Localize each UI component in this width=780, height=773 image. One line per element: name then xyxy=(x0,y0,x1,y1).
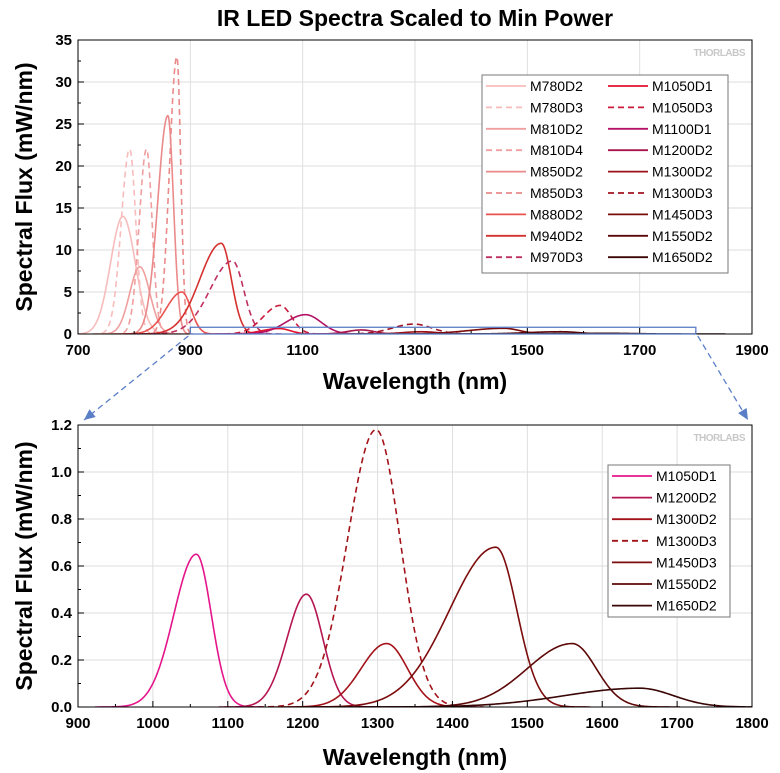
legend-label-m810d2: M810D2 xyxy=(530,121,583,137)
y-tick-label: 0.4 xyxy=(51,605,73,622)
legend-label-m1550d2: M1550D2 xyxy=(656,576,717,592)
y-tick-label: 0.0 xyxy=(51,699,72,716)
legend-label-m1050d3: M1050D3 xyxy=(652,99,713,115)
legend-label-m1300d2: M1300D2 xyxy=(656,511,717,527)
legend-label-m1100d1: M1100D1 xyxy=(652,121,712,137)
legend-label-m940d2: M940D2 xyxy=(530,228,583,244)
legend-label-m850d2: M850D2 xyxy=(530,164,583,180)
y-tick-label: 20 xyxy=(55,158,72,175)
zoom-arrow-line xyxy=(697,335,749,421)
legend-box xyxy=(481,74,729,274)
legend-label-m1650d2: M1650D2 xyxy=(652,249,713,265)
zoom-arrow-head xyxy=(738,407,748,420)
zoom-rectangle xyxy=(189,326,697,335)
x-tick-label: 1800 xyxy=(735,715,768,732)
y-tick-label: 5 xyxy=(64,284,72,301)
legend-label-m1550d2: M1550D2 xyxy=(652,228,713,244)
top-x-axis-title: Wavelength (nm) xyxy=(323,368,507,394)
y-tick-label: 1.0 xyxy=(51,464,72,481)
bottom-y-axis-title: Spectral Flux (mW/nm) xyxy=(11,441,37,690)
y-tick-label: 1.2 xyxy=(51,417,72,434)
y-tick-label: 0 xyxy=(64,326,72,343)
y-tick-label: 10 xyxy=(55,242,72,259)
y-tick-label: 35 xyxy=(55,32,72,49)
x-tick-label: 1300 xyxy=(398,342,431,359)
top-brand-logo: THORLABS xyxy=(693,48,745,59)
series-line-m850d3 xyxy=(144,55,195,334)
x-tick-label: 1200 xyxy=(286,715,319,732)
legend-label-m1300d3: M1300D3 xyxy=(656,533,717,549)
bottom-legend: M1050D1 M1200D2 M1300D2 M1300D3 M1450D3 M1550… xyxy=(607,464,731,618)
x-tick-label: 1100 xyxy=(286,342,319,359)
legend-label-m1300d2: M1300D2 xyxy=(652,164,713,180)
x-tick-label: 1700 xyxy=(660,715,693,732)
zoom-arrow-head xyxy=(84,409,96,420)
x-tick-label: 1500 xyxy=(511,715,544,732)
chart-title: IR LED Spectra Scaled to Min Power xyxy=(217,5,613,31)
legend-label-m880d2: M880D2 xyxy=(530,206,583,222)
x-tick-label: 1600 xyxy=(586,715,619,732)
zoom-region-box xyxy=(189,326,697,335)
y-tick-label: 0.8 xyxy=(51,511,72,528)
top-chart-panel: 700 900 1100 1300 1500 1700 1900 0 5 10 15 20 25 30 35… xyxy=(11,32,769,394)
x-tick-label: 1700 xyxy=(623,342,656,359)
x-tick-label: 1500 xyxy=(511,342,544,359)
x-tick-label: 900 xyxy=(178,342,203,359)
top-y-axis-title: Spectral Flux (mW/nm) xyxy=(11,62,37,311)
legend-label-m1450d3: M1450D3 xyxy=(656,554,717,570)
legend-label-m1050d1: M1050D1 xyxy=(656,468,717,484)
legend-label-m1050d1: M1050D1 xyxy=(652,78,713,94)
legend-label-m780d3: M780D3 xyxy=(530,99,583,115)
y-tick-label: 30 xyxy=(55,74,72,91)
x-tick-label: 1900 xyxy=(735,342,768,359)
legend-label-m970d3: M970D3 xyxy=(530,249,583,265)
series-line-m810d4 xyxy=(113,148,172,334)
top-ticks: 700 900 1100 1300 1500 1700 1900 0 5 10 15 20 25 30 35 xyxy=(55,32,768,359)
bottom-chart-panel: 900 1000 1100 1200 1300 1400 1500 1600 1700 1800 0… xyxy=(11,417,769,770)
x-tick-label: 700 xyxy=(65,342,90,359)
series-line-m1050d1 xyxy=(95,553,264,707)
y-tick-label: 15 xyxy=(55,200,72,217)
series-line-m810d2 xyxy=(94,265,186,334)
zoom-connector-arrows xyxy=(83,335,749,421)
x-tick-label: 1100 xyxy=(212,715,245,732)
top-legend: M780D2 M780D3 M810D2 M810D4 M850D2 M850D3 M880… xyxy=(481,74,729,274)
legend-label-m1450d3: M1450D3 xyxy=(652,206,713,222)
bottom-x-axis-title: Wavelength (nm) xyxy=(323,744,507,770)
x-tick-label: 1000 xyxy=(136,715,169,732)
x-tick-label: 900 xyxy=(65,715,90,732)
legend-box xyxy=(607,464,731,618)
series-line-m780d3 xyxy=(91,148,158,334)
bottom-brand-logo: THORLABS xyxy=(693,433,745,444)
legend-label-m1300d3: M1300D3 xyxy=(652,185,713,201)
y-tick-label: 25 xyxy=(55,116,72,133)
legend-label-m810d4: M810D4 xyxy=(530,142,583,158)
x-tick-label: 1400 xyxy=(436,715,469,732)
y-tick-label: 0.6 xyxy=(51,558,72,575)
legend-label-m850d3: M850D3 xyxy=(530,185,583,201)
series-line-m1300d3 xyxy=(248,428,484,707)
bottom-ticks: 900 1000 1100 1200 1300 1400 1500 1600 1700 1800 0… xyxy=(51,417,769,732)
legend-label-m1650d2: M1650D2 xyxy=(656,598,717,614)
legend-label-m780d2: M780D2 xyxy=(530,78,583,94)
y-tick-label: 0.2 xyxy=(51,652,72,669)
legend-label-m1200d2: M1200D2 xyxy=(652,142,713,158)
zoom-arrow-line xyxy=(83,335,189,421)
legend-label-m1200d2: M1200D2 xyxy=(656,490,717,506)
x-tick-label: 1300 xyxy=(361,715,394,732)
